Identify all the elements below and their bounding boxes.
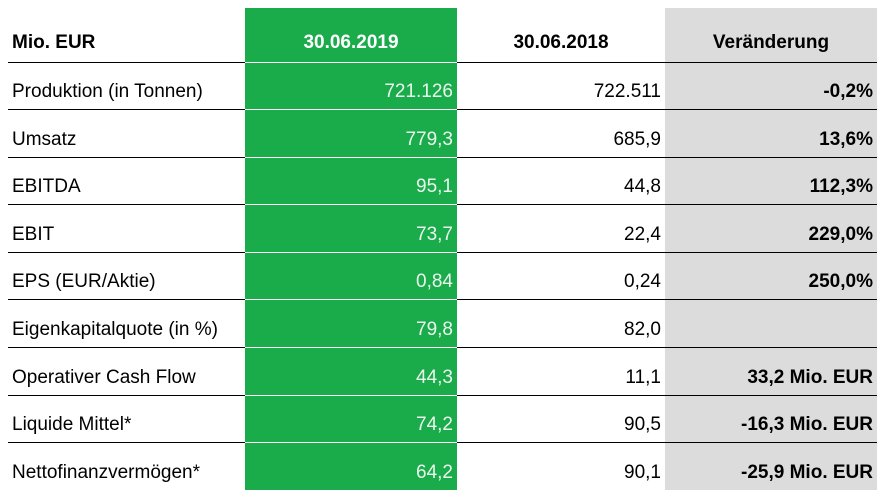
header-row: Mio. EUR 30.06.2019 30.06.2018 Veränderung — [8, 8, 877, 63]
data-row: EPS (EUR/Aktie) 0,84 0,24 250,0% — [8, 252, 877, 301]
previous-value: 0,24 — [457, 252, 665, 301]
change-value: -0,2% — [665, 62, 877, 111]
previous-value: 685,9 — [457, 109, 665, 158]
previous-value: 82,0 — [457, 299, 665, 349]
data-row: Umsatz 779,3 685,9 13,6% — [8, 109, 877, 158]
previous-value: 44,8 — [457, 157, 665, 206]
header-cell: Veränderung — [665, 8, 877, 63]
row-label: Operativer Cash Flow — [8, 347, 245, 396]
previous-value: 722.511 — [457, 62, 665, 111]
header-cell: 30.06.2019 — [245, 8, 457, 63]
header-cell: Mio. EUR — [8, 8, 245, 63]
row-label: EBITDA — [8, 157, 245, 206]
data-row: EBITDA 95,1 44,8 112,3% — [8, 157, 877, 206]
data-row: Nettofinanzvermögen* 64,2 90,1 -25,9 Mio. E… — [8, 442, 877, 491]
table-body: Mio. EUR 30.06.2019 30.06.2018 Veränderung P… — [8, 8, 877, 491]
current-value: 0,84 — [245, 252, 457, 301]
current-value: 79,8 — [245, 299, 457, 349]
data-row: EBIT 73,7 22,4 229,0% — [8, 204, 877, 253]
data-row: Eigenkapitalquote (in %) 79,8 82,0 — [8, 299, 877, 349]
current-value: 95,1 — [245, 157, 457, 206]
previous-value: 90,5 — [457, 395, 665, 444]
change-value: -25,9 Mio. EUR — [665, 442, 877, 491]
current-value: 74,2 — [245, 395, 457, 444]
row-label: EPS (EUR/Aktie) — [8, 252, 245, 301]
data-row: Liquide Mittel* 74,2 90,5 -16,3 Mio. EUR — [8, 395, 877, 444]
financial-table: Mio. EUR 30.06.2019 30.06.2018 Veränderung P… — [8, 8, 877, 491]
current-value: 779,3 — [245, 109, 457, 158]
current-value: 64,2 — [245, 442, 457, 491]
row-label: EBIT — [8, 204, 245, 253]
data-row: Produktion (in Tonnen) 721.126 722.511 -0,2… — [8, 62, 877, 111]
data-row: Operativer Cash Flow 44,3 11,1 33,2 Mio. EU… — [8, 347, 877, 396]
previous-value: 11,1 — [457, 347, 665, 396]
current-value: 44,3 — [245, 347, 457, 396]
change-value: -16,3 Mio. EUR — [665, 395, 877, 444]
row-label: Umsatz — [8, 109, 245, 158]
row-label: Nettofinanzvermögen* — [12, 462, 200, 484]
header-cell: 30.06.2018 — [457, 8, 665, 63]
change-value: 229,0% — [665, 204, 877, 253]
change-value: 112,3% — [665, 157, 877, 206]
current-value: 721.126 — [245, 62, 457, 111]
row-label: Produktion (in Tonnen) — [8, 62, 245, 111]
row-label: Eigenkapitalquote (in %) — [8, 299, 245, 349]
current-value: 73,7 — [245, 204, 457, 253]
row-label: Liquide Mittel* — [8, 395, 245, 444]
previous-value: 22,4 — [457, 204, 665, 253]
change-value: 250,0% — [665, 252, 877, 301]
change-value — [665, 299, 877, 349]
change-value: 33,2 Mio. EUR — [665, 347, 877, 396]
previous-value: 90,1 — [624, 462, 661, 484]
change-value: 13,6% — [665, 109, 877, 158]
